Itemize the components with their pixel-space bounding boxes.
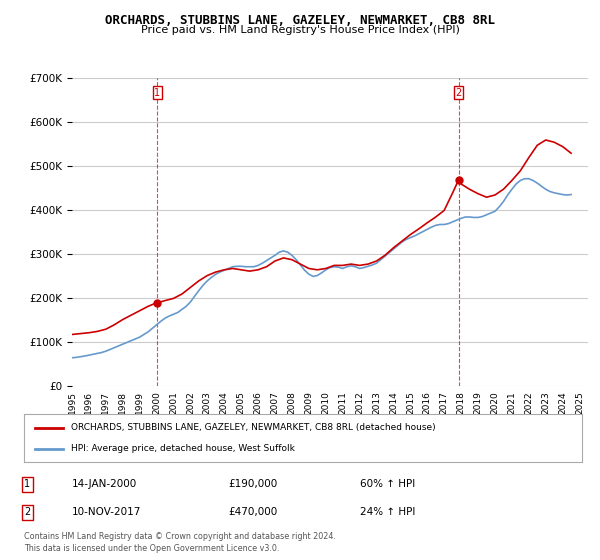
Text: £190,000: £190,000 — [228, 479, 277, 489]
Text: £470,000: £470,000 — [228, 507, 277, 517]
Text: 1: 1 — [154, 87, 160, 97]
Text: Contains HM Land Registry data © Crown copyright and database right 2024.: Contains HM Land Registry data © Crown c… — [24, 532, 336, 541]
Text: ORCHARDS, STUBBINS LANE, GAZELEY, NEWMARKET, CB8 8RL (detached house): ORCHARDS, STUBBINS LANE, GAZELEY, NEWMAR… — [71, 423, 436, 432]
Text: This data is licensed under the Open Government Licence v3.0.: This data is licensed under the Open Gov… — [24, 544, 280, 553]
Text: Price paid vs. HM Land Registry's House Price Index (HPI): Price paid vs. HM Land Registry's House … — [140, 25, 460, 35]
Text: 60% ↑ HPI: 60% ↑ HPI — [360, 479, 415, 489]
Text: 1: 1 — [24, 479, 30, 489]
Text: ORCHARDS, STUBBINS LANE, GAZELEY, NEWMARKET, CB8 8RL: ORCHARDS, STUBBINS LANE, GAZELEY, NEWMAR… — [105, 14, 495, 27]
Text: 14-JAN-2000: 14-JAN-2000 — [72, 479, 137, 489]
Text: 2: 2 — [455, 87, 462, 97]
Text: 24% ↑ HPI: 24% ↑ HPI — [360, 507, 415, 517]
Text: 10-NOV-2017: 10-NOV-2017 — [72, 507, 142, 517]
Text: HPI: Average price, detached house, West Suffolk: HPI: Average price, detached house, West… — [71, 444, 295, 453]
Text: 2: 2 — [24, 507, 30, 517]
